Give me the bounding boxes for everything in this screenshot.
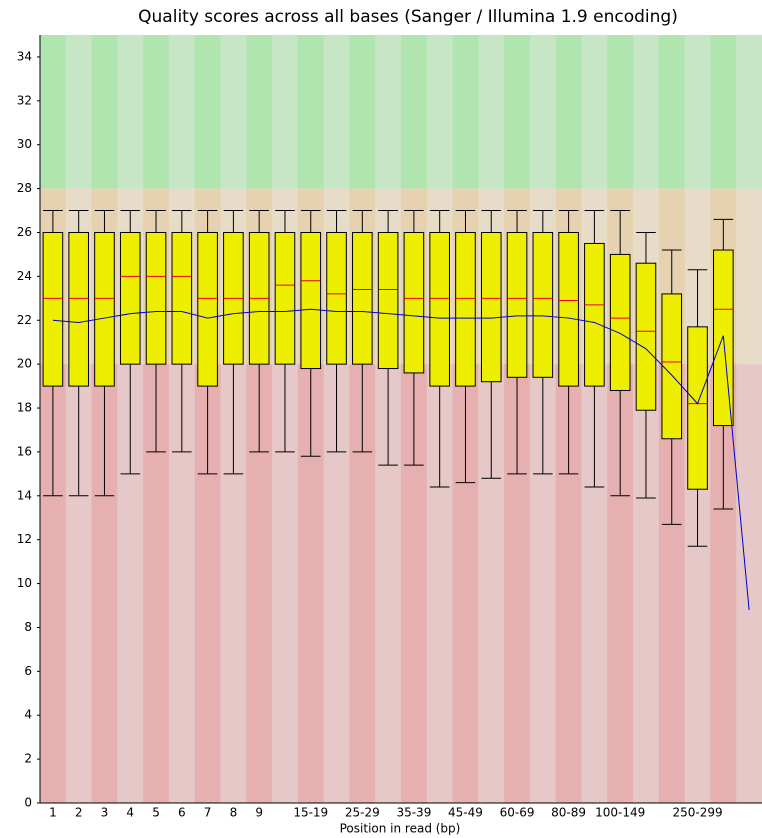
- y-tick-label: 26: [17, 225, 32, 239]
- quality-band: [736, 35, 762, 189]
- y-tick-label: 34: [17, 49, 32, 63]
- box: [480, 231, 502, 383]
- x-tick-label: 80-89: [551, 806, 586, 820]
- box: [609, 253, 631, 391]
- quality-band: [452, 35, 479, 189]
- y-tick-label: 0: [24, 796, 32, 810]
- y-tick-label: 22: [17, 313, 32, 327]
- y-tick-label: 10: [17, 576, 32, 590]
- box: [661, 293, 683, 440]
- quality-band: [736, 364, 762, 803]
- box: [429, 231, 450, 387]
- box: [326, 231, 347, 365]
- quality-band: [581, 35, 608, 189]
- box: [197, 231, 218, 387]
- y-tick-label: 4: [24, 708, 32, 722]
- x-axis-label: Position in read (bp): [340, 822, 461, 836]
- y-tick-label: 28: [17, 181, 32, 195]
- y-tick-label: 32: [17, 93, 32, 107]
- box: [635, 262, 657, 411]
- quality-band: [633, 35, 660, 189]
- x-tick-label: 6: [178, 806, 186, 820]
- y-tick-label: 6: [24, 664, 32, 678]
- chart-title: Quality scores across all bases (Sanger …: [138, 7, 678, 27]
- x-tick-label: 8: [230, 806, 238, 820]
- quality-band: [349, 35, 376, 189]
- quality-band: [504, 35, 531, 189]
- quality-band: [91, 35, 118, 189]
- box: [171, 231, 193, 365]
- x-tick-label: 3: [101, 806, 109, 820]
- x-tick-label: 7: [204, 806, 212, 820]
- y-tick-label: 16: [17, 444, 32, 458]
- box: [42, 231, 64, 387]
- box: [145, 231, 167, 365]
- box: [352, 231, 373, 365]
- box: [403, 231, 425, 374]
- x-tick-label: 35-39: [396, 806, 431, 820]
- mean-line: [52, 308, 750, 610]
- box: [377, 231, 399, 370]
- quality-band: [401, 35, 428, 189]
- box: [68, 231, 89, 387]
- quality-band: [658, 35, 686, 189]
- x-tick-label: 5: [152, 806, 160, 820]
- quality-band: [143, 35, 170, 189]
- x-tick-label: 4: [126, 806, 134, 820]
- y-tick-label: 30: [17, 137, 32, 151]
- box: [274, 231, 296, 365]
- quality-band: [40, 35, 67, 189]
- quality-band: [736, 188, 762, 365]
- x-tick-label: 60-69: [500, 806, 535, 820]
- quality-band: [194, 35, 221, 189]
- quality-band: [529, 35, 557, 189]
- quality-band: [168, 35, 196, 189]
- x-tick-label: 1: [49, 806, 57, 820]
- background: [40, 35, 762, 803]
- quality-band: [375, 35, 402, 189]
- box: [506, 231, 528, 378]
- quality-band: [684, 35, 711, 189]
- quality-band: [272, 35, 299, 189]
- quality-band: [246, 35, 273, 189]
- quality-band: [607, 35, 634, 189]
- quality-band: [426, 35, 454, 189]
- quality-band: [220, 35, 247, 189]
- box: [687, 326, 708, 490]
- quality-band: [555, 35, 582, 189]
- quality-band: [65, 35, 93, 189]
- x-tick-label: 15-19: [293, 806, 328, 820]
- box: [455, 231, 476, 387]
- quality-band: [297, 35, 325, 189]
- y-tick-label: 14: [17, 488, 32, 502]
- y-tick-label: 12: [17, 532, 32, 546]
- quality-band: [323, 35, 350, 189]
- x-tick-label: 100-149: [595, 806, 645, 820]
- quality-band: [117, 35, 144, 189]
- quality-band: [710, 35, 737, 189]
- box: [119, 231, 141, 365]
- y-tick-label: 24: [17, 269, 32, 283]
- y-tick-label: 18: [17, 401, 32, 415]
- box: [300, 231, 322, 370]
- box: [532, 231, 554, 378]
- box: [558, 231, 579, 387]
- y-tick-label: 2: [24, 752, 32, 766]
- box: [584, 242, 605, 387]
- x-tick-label: 2: [75, 806, 83, 820]
- x-tick-label: 25-29: [345, 806, 380, 820]
- quality-band: [478, 35, 505, 189]
- x-tick-label: 9: [255, 806, 263, 820]
- x-tick-label: 45-49: [448, 806, 483, 820]
- box: [94, 231, 115, 387]
- y-tick-label: 20: [17, 357, 32, 371]
- y-tick-label: 8: [24, 620, 32, 634]
- x-tick-label: 250-299: [672, 806, 722, 820]
